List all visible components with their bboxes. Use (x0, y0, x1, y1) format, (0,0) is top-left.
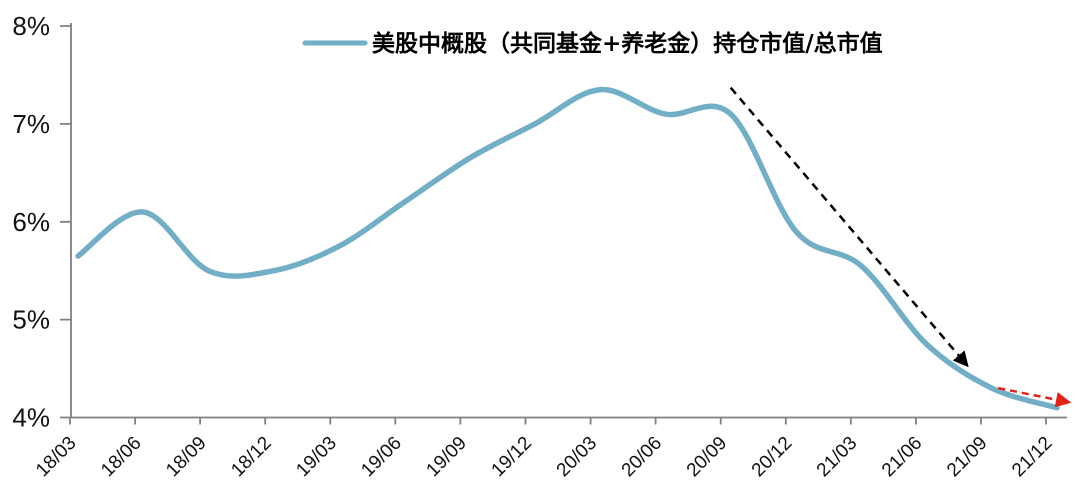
x-tick-label: 21/09 (943, 433, 991, 481)
legend: 美股中概股（共同基金+养老金）持仓市值/总市值 (302, 30, 883, 57)
y-tick-label: 5% (12, 305, 50, 335)
legend-label: 美股中概股（共同基金+养老金）持仓市值/总市值 (372, 30, 883, 57)
x-tick-label: 18/06 (97, 433, 145, 481)
y-tick-label: 7% (12, 109, 50, 139)
x-tick-label: 21/06 (878, 433, 926, 481)
x-tick-label: 20/12 (748, 433, 796, 481)
x-tick-label: 18/09 (162, 433, 210, 481)
y-tick-label: 6% (12, 207, 50, 237)
x-tick-label: 20/06 (618, 433, 666, 481)
y-axis-labels: 8% 7% 6% 5% 4% (12, 11, 50, 433)
x-axis-labels: 18/03 18/06 18/09 18/12 19/03 19/06 19/0… (32, 433, 1056, 481)
x-tick-label: 19/09 (422, 433, 470, 481)
x-tick-label: 21/12 (1008, 433, 1056, 481)
x-tick-label: 18/03 (32, 433, 80, 481)
x-tick-label: 19/12 (488, 433, 536, 481)
x-tick-label: 21/03 (813, 433, 861, 481)
x-tick-label: 19/03 (292, 433, 340, 481)
y-tick-label: 4% (12, 403, 50, 433)
annotation-arrows (729, 86, 1072, 408)
decline-trend-arrow (729, 86, 969, 368)
x-tick-label: 20/09 (683, 433, 731, 481)
axes (60, 23, 1067, 425)
y-tick-label: 8% (12, 11, 50, 41)
x-tick-label: 19/06 (357, 433, 405, 481)
x-tick-label: 20/03 (553, 433, 601, 481)
series-line (75, 86, 1060, 411)
x-tick-label: 18/12 (227, 433, 275, 481)
